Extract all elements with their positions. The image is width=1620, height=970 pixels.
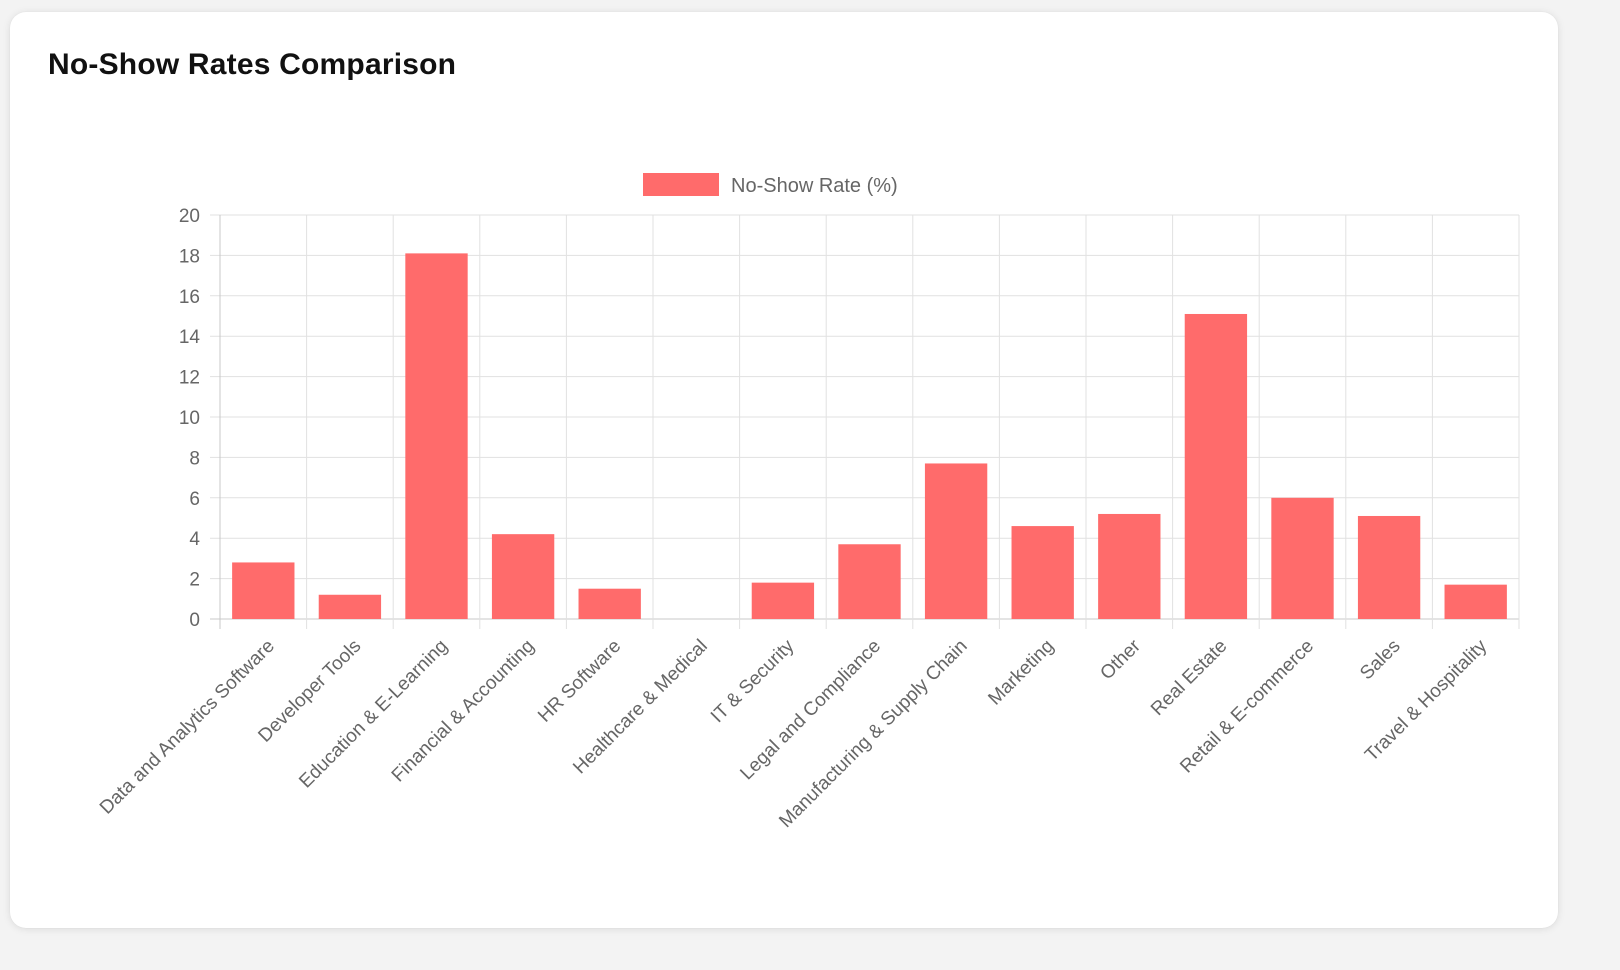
- bar[interactable]: [232, 562, 295, 619]
- x-tick-label: Education & E-Learning: [295, 636, 452, 793]
- bar[interactable]: [1357, 515, 1421, 619]
- bars: [232, 253, 1507, 619]
- legend[interactable]: No-Show Rate (%): [643, 173, 898, 197]
- y-tick-label: 10: [179, 408, 200, 429]
- bar[interactable]: [1184, 313, 1248, 619]
- x-tick-label: HR Software: [534, 636, 625, 727]
- legend-swatch[interactable]: [643, 173, 719, 196]
- bar[interactable]: [318, 594, 382, 619]
- y-tick-label: 0: [189, 610, 200, 631]
- y-tick-label: 6: [189, 489, 200, 510]
- x-tick-label: Data and Analytics Software: [96, 636, 279, 819]
- bar[interactable]: [1011, 526, 1074, 619]
- bar[interactable]: [1098, 513, 1161, 619]
- bar[interactable]: [578, 588, 641, 619]
- x-tick-label: Marketing: [984, 636, 1058, 710]
- y-tick-label: 4: [189, 529, 200, 550]
- y-tick-label: 18: [179, 246, 200, 267]
- y-tick-label: 14: [179, 327, 201, 348]
- y-tick-label: 2: [189, 570, 200, 591]
- bar[interactable]: [751, 582, 815, 619]
- x-tick-label: Legal and Compliance: [736, 636, 885, 785]
- bar[interactable]: [1271, 497, 1334, 619]
- x-tick-label: Other: [1096, 635, 1145, 684]
- y-tick-label: 8: [189, 448, 200, 469]
- bar[interactable]: [491, 534, 555, 619]
- bar[interactable]: [924, 463, 988, 619]
- x-tick-label: Sales: [1356, 636, 1404, 684]
- legend-label[interactable]: No-Show Rate (%): [731, 175, 898, 197]
- y-tick-label: 20: [179, 206, 200, 227]
- bar-chart: 0 2 4 6 8 10 12 14 16 18 20 Data and Analytics Soft…: [96, 173, 1520, 832]
- x-tick-label: IT & Security: [707, 635, 799, 727]
- bar[interactable]: [838, 544, 901, 619]
- x-tick-label: Real Estate: [1147, 636, 1231, 720]
- page-title: No-Show Rates Comparison: [48, 48, 457, 81]
- x-tick-label: Financial & Accounting: [388, 636, 539, 787]
- y-tick-label: 16: [179, 287, 200, 308]
- y-tick-label: 12: [179, 368, 200, 389]
- chart-card: No-Show Rates Comparison 0 2 4 6 8 10 12 14 16 18…: [10, 12, 1558, 928]
- x-tick-label: Manufacturing & Supply Chain: [775, 636, 971, 832]
- bar[interactable]: [1444, 584, 1507, 619]
- bar[interactable]: [405, 253, 468, 619]
